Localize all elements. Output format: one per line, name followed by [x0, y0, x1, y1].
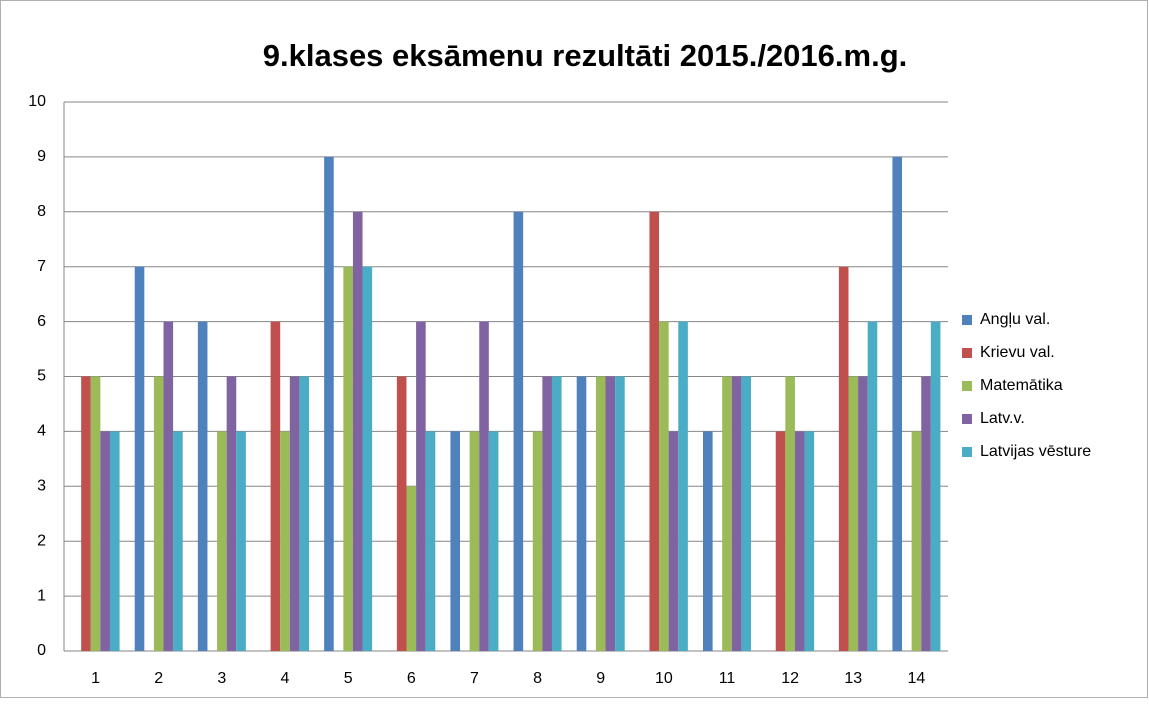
bar: [605, 376, 616, 651]
bar: [668, 431, 679, 651]
bar: [289, 376, 300, 651]
legend-swatch: [962, 414, 972, 424]
x-tick-label: 3: [217, 670, 226, 687]
bar: [450, 431, 461, 651]
bar: [100, 431, 110, 651]
x-tick-label: 7: [470, 670, 479, 687]
bar: [775, 431, 786, 651]
bar: [848, 376, 859, 651]
bar: [678, 321, 688, 651]
bar: [804, 431, 815, 651]
bar: [838, 266, 849, 651]
bar: [576, 376, 587, 651]
bar: [794, 431, 805, 651]
bar: [532, 431, 543, 651]
bar: [469, 431, 480, 651]
bar: [741, 376, 751, 651]
bar: [299, 376, 309, 651]
legend-label: Angļu val.: [980, 311, 1050, 328]
bar: [280, 431, 290, 651]
bar: [324, 156, 334, 651]
x-tick-label: 8: [533, 670, 542, 687]
bar: [81, 376, 91, 651]
bar: [930, 321, 941, 651]
bar: [406, 486, 417, 651]
bar: [513, 211, 524, 652]
bar: [649, 211, 660, 652]
y-tick-label: 7: [37, 258, 46, 275]
bar: [867, 321, 878, 651]
bar: [731, 376, 742, 651]
bar: [134, 266, 145, 651]
bar: [542, 376, 552, 651]
bar: [722, 376, 732, 651]
legend-label: Matemātika: [980, 377, 1063, 394]
bar: [615, 376, 625, 651]
bar: [911, 431, 922, 651]
x-tick-label: 12: [781, 670, 799, 687]
y-tick-label: 8: [37, 203, 46, 220]
x-tick-label: 11: [719, 670, 736, 687]
bar: [362, 266, 373, 651]
x-tick-label: 13: [844, 670, 862, 687]
bar: [163, 321, 174, 651]
bar: [270, 321, 281, 651]
y-tick-label: 5: [37, 368, 46, 385]
legend-swatch: [962, 315, 972, 325]
y-tick-label: 4: [37, 423, 46, 440]
bar: [858, 376, 868, 651]
x-tick-label: 5: [344, 670, 353, 687]
legend-swatch: [962, 381, 972, 391]
bar: [197, 321, 208, 651]
y-tick-label: 3: [37, 478, 46, 495]
bar: [785, 376, 795, 651]
bar: [551, 376, 562, 651]
bar: [173, 431, 183, 651]
bar: [396, 376, 407, 651]
y-tick-label: 2: [37, 532, 46, 549]
legend-label: Krievu val.: [980, 344, 1055, 361]
bar: [703, 431, 713, 651]
legend-label: Latvijas vēsture: [980, 443, 1091, 460]
bar: [595, 376, 606, 651]
x-tick-label: 6: [407, 670, 416, 687]
x-tick-label: 2: [154, 670, 163, 687]
bar: [90, 376, 101, 651]
legend-swatch: [962, 447, 972, 457]
bar: [425, 431, 436, 651]
chart-title: 9.klases eksāmenu rezultāti 2015./2016.m…: [263, 38, 908, 73]
x-tick-label: 9: [596, 670, 605, 687]
bar: [921, 376, 931, 651]
x-tick-label: 1: [91, 670, 100, 687]
legend-label: Latv.v.: [980, 410, 1025, 427]
bar: [217, 431, 227, 651]
bar: [236, 431, 246, 651]
bar: [153, 376, 164, 651]
bar: [343, 266, 353, 651]
bar: [488, 431, 499, 651]
legend-swatch: [962, 348, 972, 358]
bar: [109, 431, 120, 651]
y-tick-label: 0: [37, 642, 46, 659]
bar: [659, 321, 669, 651]
bar: [479, 321, 489, 651]
x-tick-label: 10: [655, 670, 673, 687]
bar: [352, 211, 363, 652]
y-tick-label: 9: [37, 148, 46, 165]
bar: [226, 376, 237, 651]
bar: [416, 321, 426, 651]
x-tick-label: 4: [281, 670, 290, 687]
y-tick-label: 1: [37, 587, 46, 604]
bar: [892, 156, 903, 651]
y-tick-label: 10: [28, 93, 46, 110]
y-tick-label: 6: [37, 313, 46, 330]
x-tick-label: 14: [908, 670, 926, 687]
